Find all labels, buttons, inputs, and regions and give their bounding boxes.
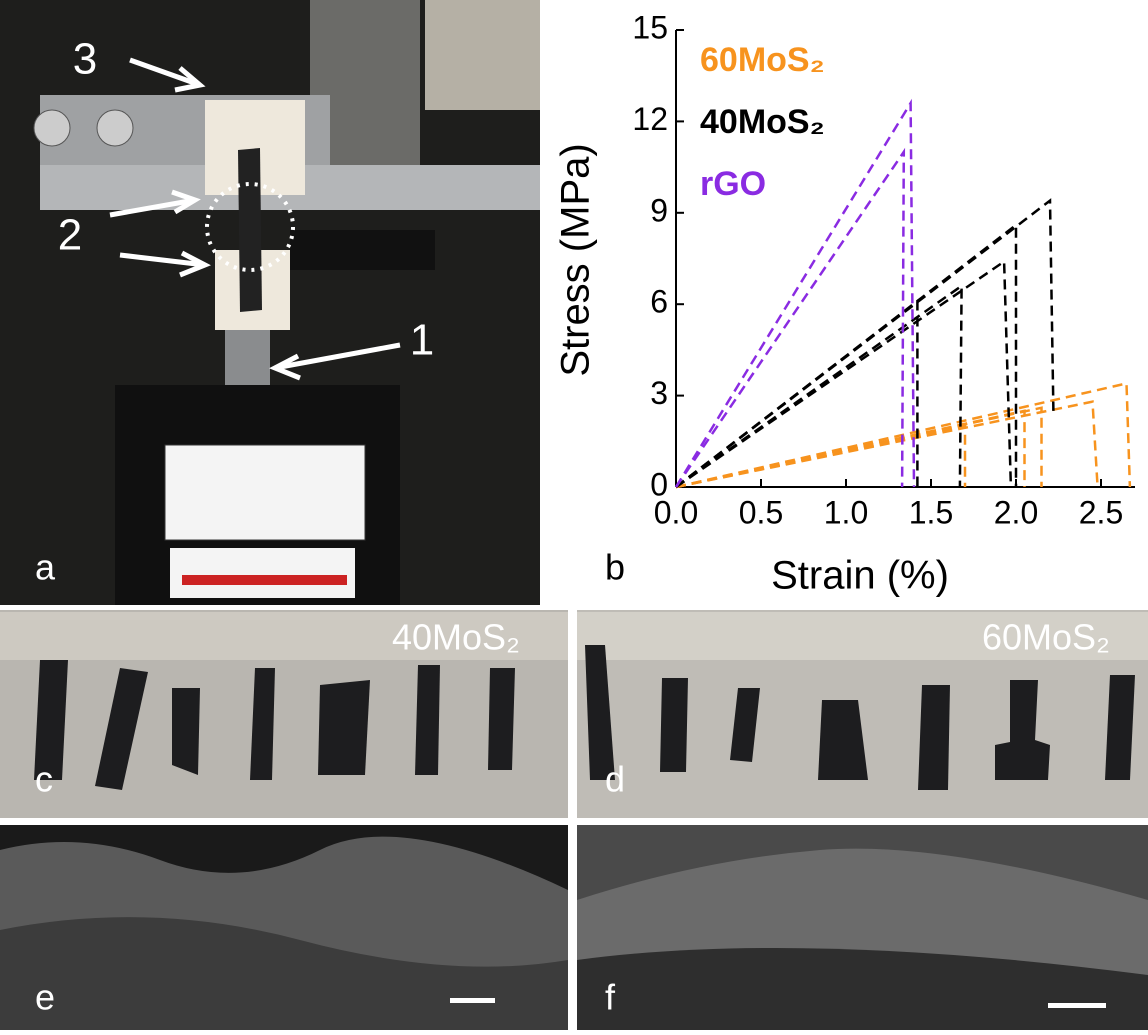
y-tick-label: 12 [632, 101, 668, 137]
photo-label: 40MoS₂ [392, 617, 520, 658]
annotation: 3 [73, 35, 97, 84]
y-tick-label: 3 [650, 375, 668, 411]
stress-strain-curve [676, 103, 914, 487]
y-axis-label: Stress (MPa) [554, 143, 598, 376]
legend-entry: 60MoS₂ [700, 41, 825, 79]
sem-f [577, 825, 1148, 1030]
figure: 3 2 1 40MoS₂ 60MoS₂ a b c d e f Strain (… [0, 0, 1148, 1030]
annotation: 1 [410, 316, 434, 365]
photo-label: 60MoS₂ [982, 617, 1110, 658]
x-tick-label: 2.0 [994, 494, 1038, 530]
panel-label: d [605, 759, 625, 800]
x-tick-label: 1.5 [909, 494, 953, 530]
photo-a [0, 0, 540, 605]
x-tick-label: 0.0 [654, 494, 698, 530]
legend-entry: 40MoS₂ [700, 103, 825, 141]
y-tick-label: 15 [632, 9, 668, 45]
panel-label: b [605, 547, 625, 588]
y-tick-label: 6 [650, 284, 668, 320]
x-tick-label: 2.5 [1079, 494, 1123, 530]
panel-label: f [605, 977, 616, 1018]
x-tick-label: 1.0 [824, 494, 868, 530]
legend-entry: rGO [700, 165, 766, 203]
x-tick-label: 0.5 [739, 494, 783, 530]
y-tick-label: 9 [650, 192, 668, 228]
annotation: 2 [58, 211, 82, 260]
stress-strain-curve [676, 301, 917, 487]
panel-label: c [35, 759, 53, 800]
x-axis-label: Strain (%) [771, 554, 949, 598]
panel-label: a [35, 547, 56, 588]
sem-e [0, 825, 568, 1030]
panel-label: e [35, 977, 55, 1018]
